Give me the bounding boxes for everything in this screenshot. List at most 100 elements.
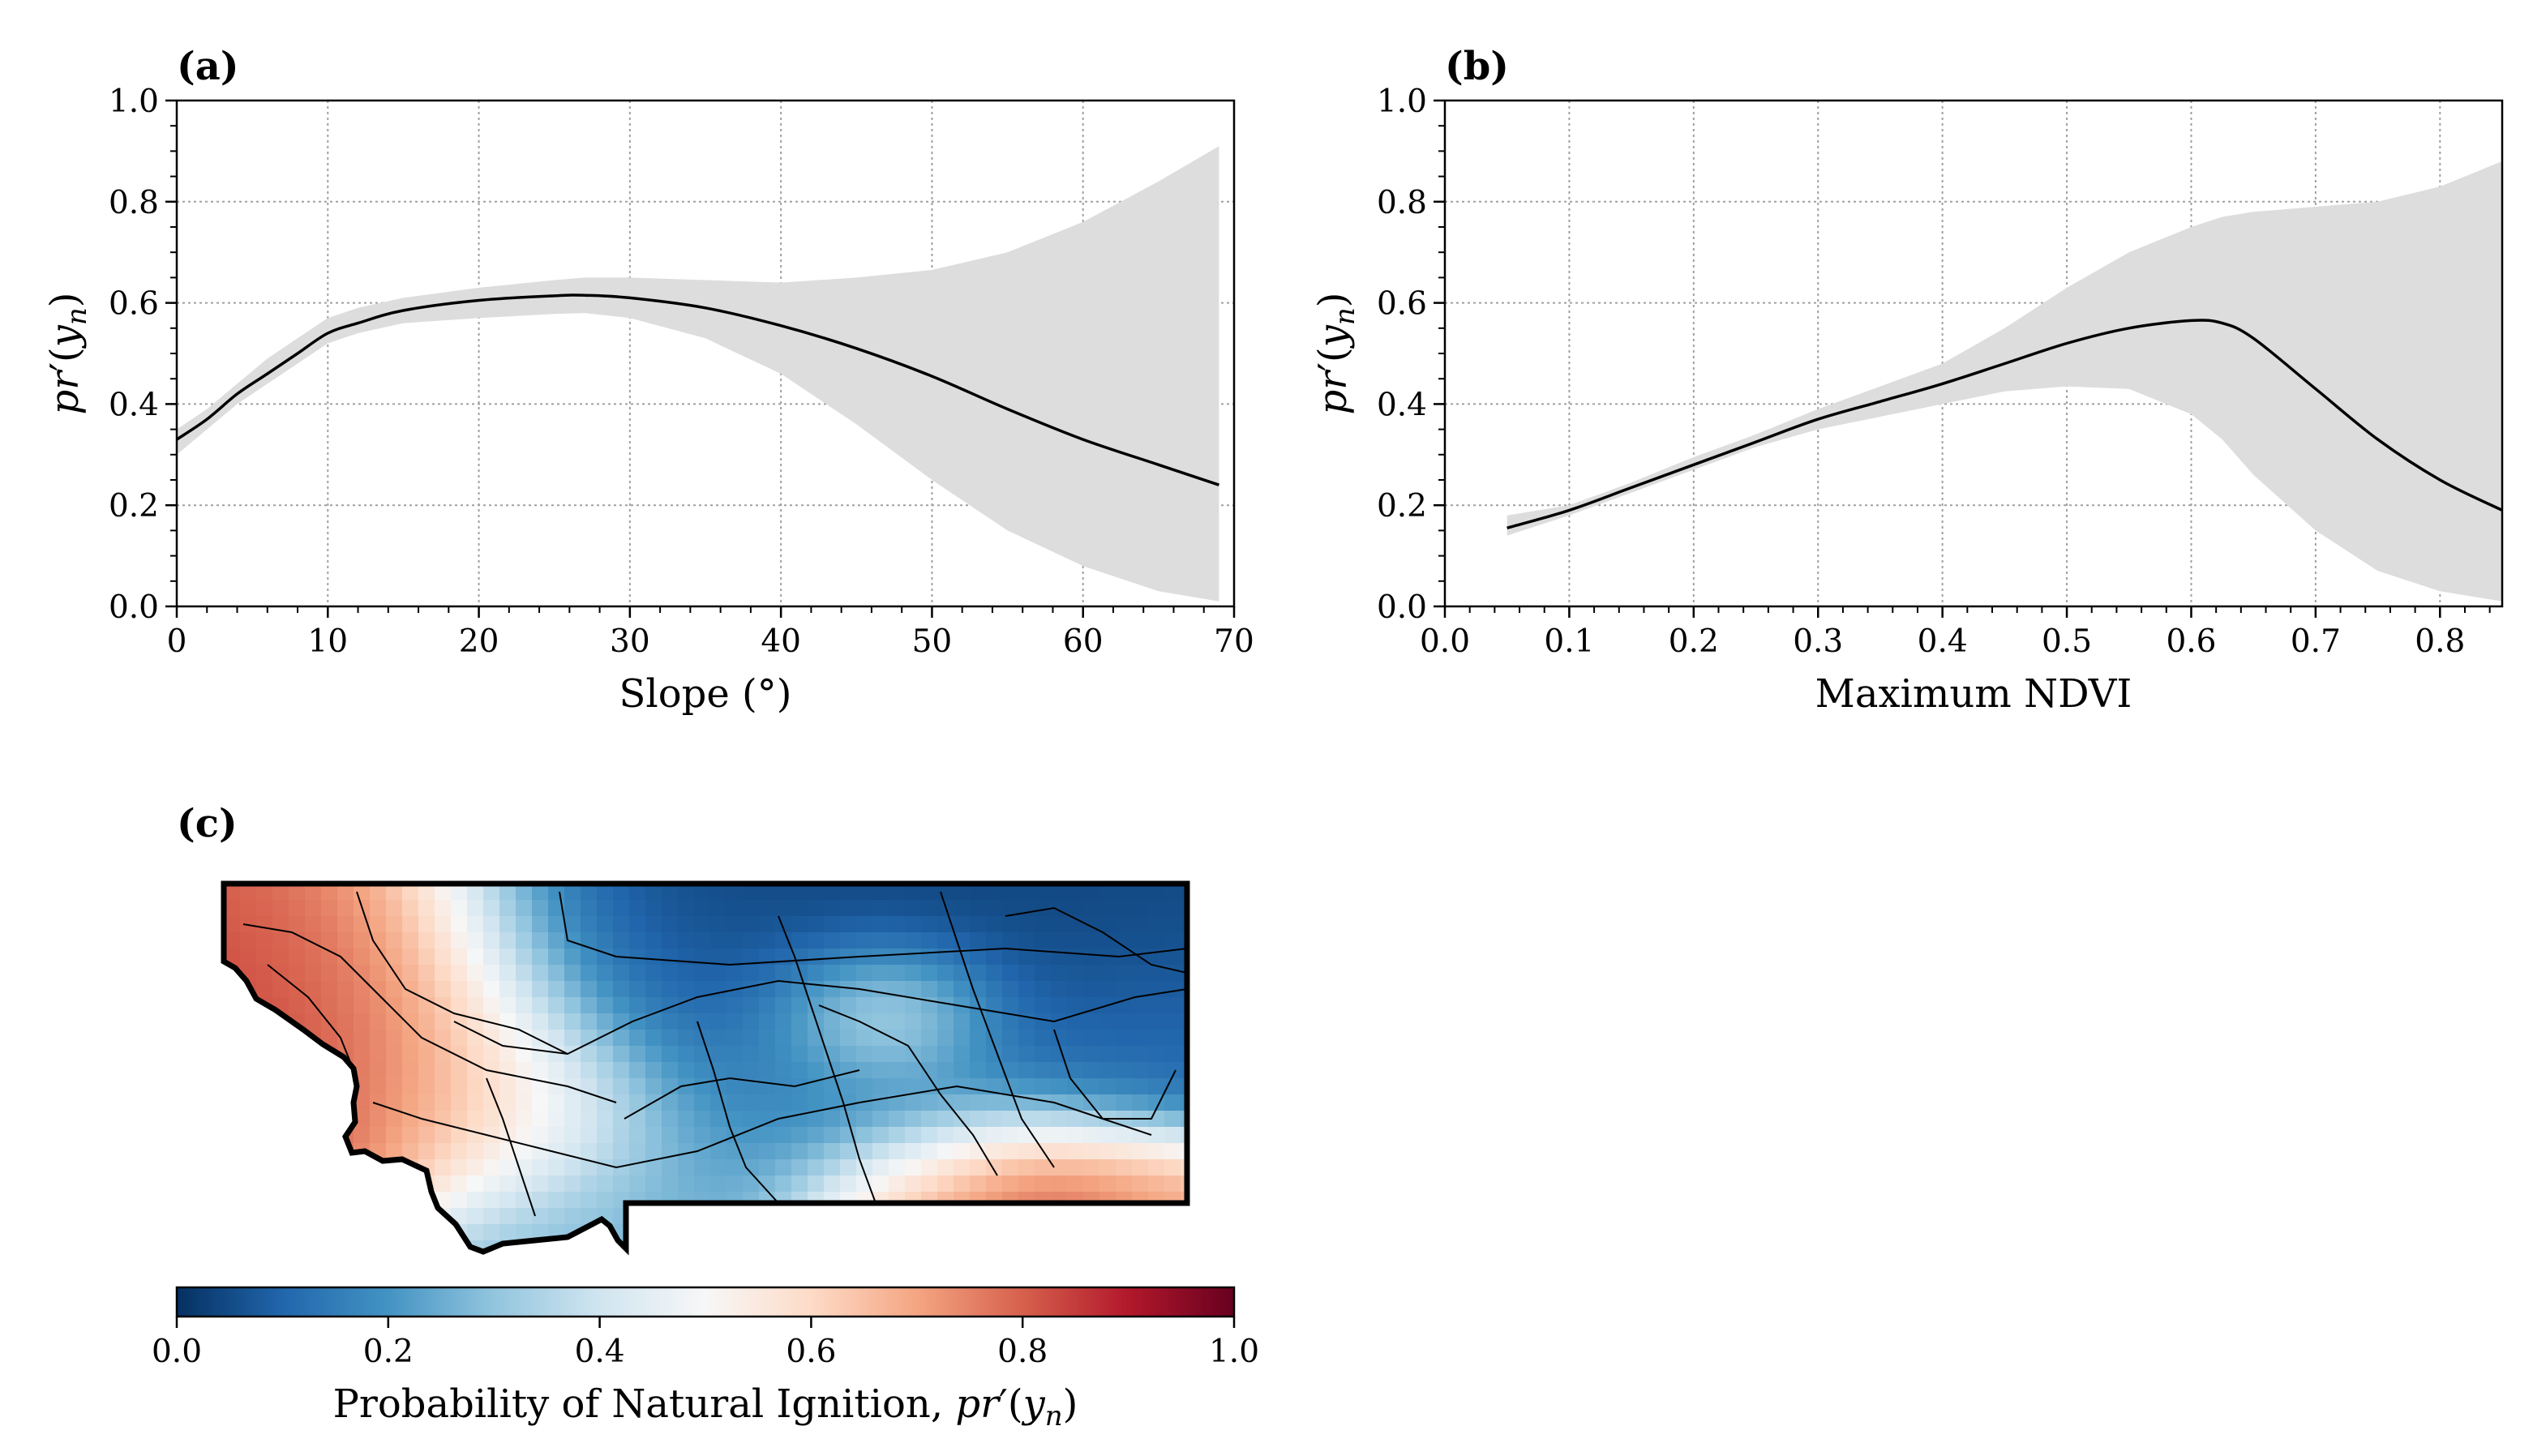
- heatmap-cell: [354, 1176, 371, 1193]
- heatmap-cell: [1018, 1159, 1035, 1176]
- heatmap-cell: [418, 1111, 435, 1128]
- heatmap-cell: [1181, 1143, 1187, 1160]
- heatmap-cell: [1116, 1192, 1133, 1209]
- heatmap-cell: [775, 1192, 792, 1209]
- heatmap-cell: [289, 1143, 306, 1160]
- heatmap-cell: [1116, 1046, 1133, 1063]
- heatmap-cell: [337, 1208, 354, 1225]
- heatmap-cell: [1099, 1094, 1116, 1111]
- heatmap-cell: [467, 1159, 484, 1176]
- heatmap-cell: [629, 997, 646, 1014]
- heatmap-cell: [743, 1062, 760, 1079]
- heatmap-cell: [516, 1143, 533, 1160]
- heatmap-cell: [1035, 932, 1052, 949]
- heatmap-cell: [1099, 1013, 1116, 1030]
- heatmap-cell: [386, 932, 403, 949]
- heatmap-cell: [1164, 916, 1181, 933]
- heatmap-cell: [645, 884, 662, 901]
- heatmap-cell: [808, 949, 825, 966]
- heatmap-cell: [759, 916, 776, 933]
- heatmap-cell: [872, 981, 889, 998]
- heatmap-cell: [986, 981, 1003, 998]
- heatmap-cell: [613, 965, 630, 982]
- heatmap-cell: [516, 981, 533, 998]
- heatmap-cell: [1035, 1030, 1052, 1047]
- heatmap-cell: [678, 932, 695, 949]
- heatmap-cell: [905, 949, 922, 966]
- heatmap-cell: [483, 997, 500, 1014]
- heatmap-cell: [1018, 1127, 1035, 1144]
- heatmap-cell: [548, 981, 565, 998]
- heatmap-cell: [1148, 1013, 1165, 1030]
- heatmap-cell: [970, 1078, 987, 1095]
- heatmap-cell: [726, 1192, 744, 1209]
- heatmap-cell: [840, 900, 857, 917]
- heatmap-cell: [1132, 1192, 1149, 1209]
- heatmap-cell: [435, 1176, 452, 1193]
- heatmap-cell: [1099, 1159, 1116, 1176]
- heatmap-cell: [1181, 1013, 1187, 1030]
- heatmap-cell: [483, 1224, 500, 1241]
- heatmap-cell: [791, 1078, 808, 1095]
- heatmap-cell: [759, 997, 776, 1014]
- heatmap-cell: [678, 1094, 695, 1111]
- heatmap-cell: [970, 1208, 987, 1225]
- heatmap-cell: [435, 981, 452, 998]
- heatmap-cell: [289, 1127, 306, 1144]
- heatmap-cell: [289, 1111, 306, 1128]
- heatmap-cell: [824, 932, 841, 949]
- heatmap-cell: [726, 1143, 744, 1160]
- heatmap-cell: [483, 1094, 500, 1111]
- heatmap-cell: [1067, 1240, 1084, 1252]
- heatmap-cell: [256, 1224, 273, 1241]
- heatmap-cell: [921, 1208, 938, 1225]
- heatmap-cell: [662, 1062, 679, 1079]
- heatmap-cell: [824, 1224, 841, 1241]
- heatmap-cell: [402, 1224, 419, 1241]
- heatmap-cell: [1018, 965, 1035, 982]
- heatmap-cell: [1018, 1192, 1035, 1209]
- heatmap-cell: [840, 1062, 857, 1079]
- heatmap-cell: [564, 1208, 581, 1225]
- heatmap-cell: [759, 1094, 776, 1111]
- x-tick-label: 30: [610, 623, 650, 660]
- heatmap-cell: [321, 1208, 338, 1225]
- heatmap-cell: [726, 1111, 744, 1128]
- heatmap-cell: [743, 1240, 760, 1252]
- heatmap-cell: [435, 965, 452, 982]
- heatmap-cell: [629, 1127, 646, 1144]
- heatmap-cell: [743, 1111, 760, 1128]
- heatmap-cell: [499, 1046, 516, 1063]
- heatmap-cell: [597, 884, 614, 901]
- heatmap-cell: [272, 884, 289, 901]
- heatmap-cell: [856, 1127, 873, 1144]
- heatmap-cell: [581, 884, 598, 901]
- heatmap-cell: [759, 1240, 776, 1252]
- heatmap-cell: [224, 932, 241, 949]
- heatmap-cell: [889, 900, 906, 917]
- heatmap-cell: [240, 1208, 257, 1225]
- heatmap-cell: [1181, 1224, 1187, 1241]
- heatmap-cell: [548, 1127, 565, 1144]
- heatmap-cell: [1018, 1240, 1035, 1252]
- heatmap-cell: [386, 1046, 403, 1063]
- heatmap-cell: [694, 981, 711, 998]
- colorbar-tick-label: 0.4: [575, 1334, 625, 1370]
- heatmap-cell: [467, 1127, 484, 1144]
- road-line: [778, 915, 876, 1204]
- heatmap-cell: [1083, 1046, 1100, 1063]
- heatmap-cell: [808, 1208, 825, 1225]
- heatmap-cell: [921, 1111, 938, 1128]
- heatmap-cell: [613, 932, 630, 949]
- x-tick-label: 70: [1214, 623, 1254, 660]
- heatmap-cell: [937, 932, 954, 949]
- heatmap-cell: [726, 1013, 744, 1030]
- heatmap-cell: [564, 1094, 581, 1111]
- heatmap-cell: [370, 1013, 387, 1030]
- heatmap-cell: [694, 1208, 711, 1225]
- heatmap-cell: [694, 1013, 711, 1030]
- heatmap-cell: [1132, 1240, 1149, 1252]
- heatmap-cell: [272, 1046, 289, 1063]
- heatmap-cell: [856, 1062, 873, 1079]
- heatmap-cell: [970, 932, 987, 949]
